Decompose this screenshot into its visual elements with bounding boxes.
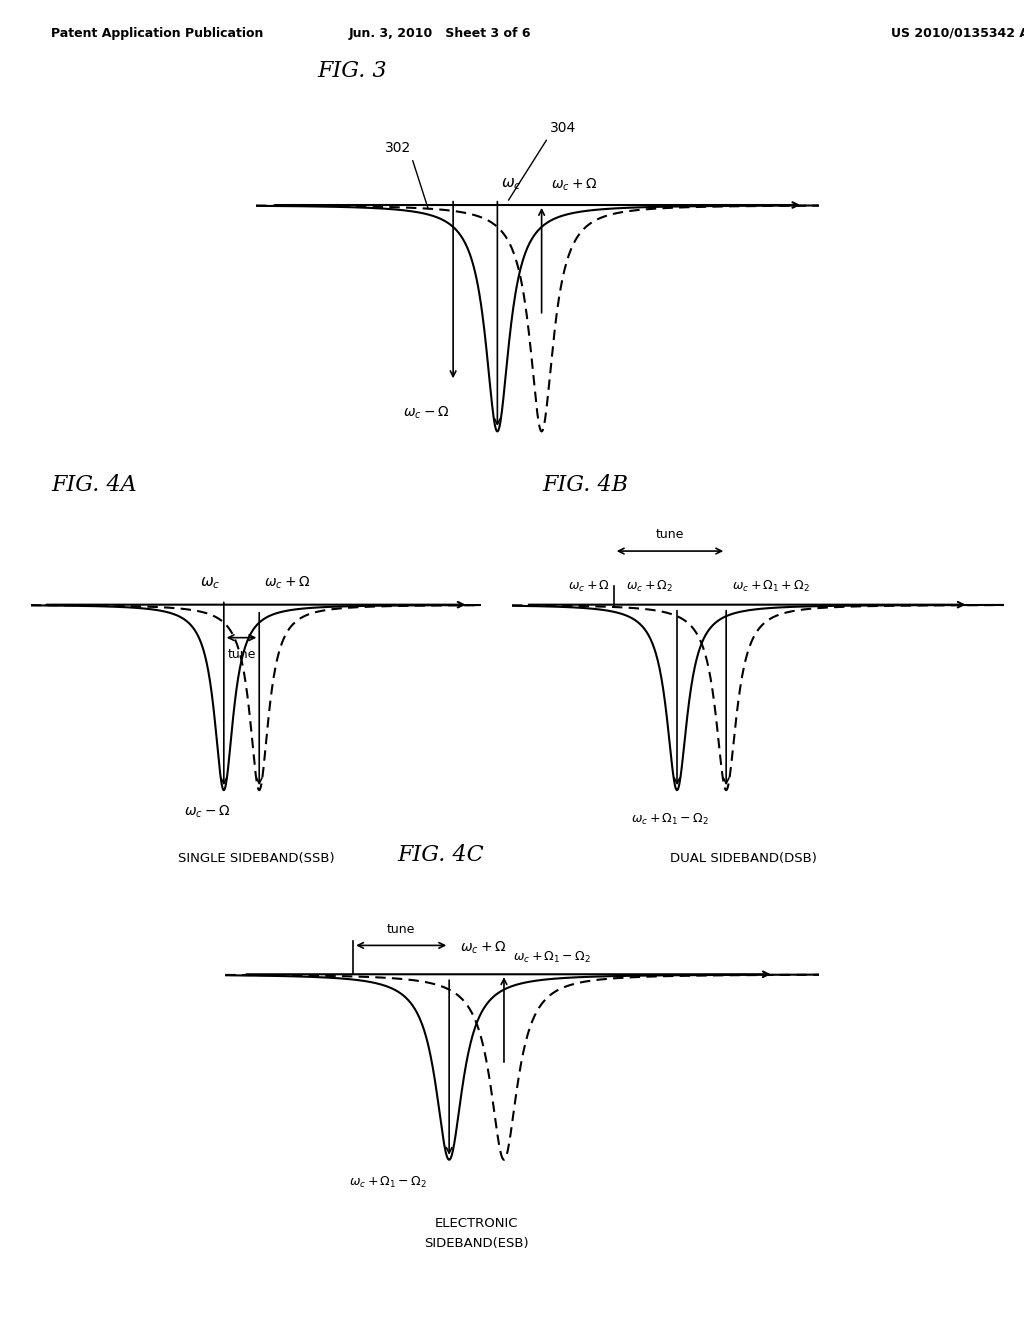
Text: $\omega_c+\Omega_1-\Omega_2$: $\omega_c+\Omega_1-\Omega_2$ [631,812,709,828]
Text: tune: tune [227,648,256,661]
Text: FIG. 4B: FIG. 4B [543,474,629,496]
Text: 304: 304 [509,121,575,201]
Text: $\omega_c+\Omega_2$: $\omega_c+\Omega_2$ [627,579,674,594]
Text: $\omega_c+\Omega$: $\omega_c+\Omega$ [551,177,598,193]
Text: $\omega_c+\Omega_1+\Omega_2$: $\omega_c+\Omega_1+\Omega_2$ [732,579,810,594]
Text: DUAL SIDEBAND(DSB): DUAL SIDEBAND(DSB) [671,853,817,866]
Text: Jun. 3, 2010   Sheet 3 of 6: Jun. 3, 2010 Sheet 3 of 6 [349,26,531,40]
Text: ELECTRONIC: ELECTRONIC [435,1217,518,1230]
Text: FIG. 3: FIG. 3 [317,59,387,82]
Text: FIG. 4A: FIG. 4A [51,474,137,496]
Text: $\omega_c-\Omega$: $\omega_c-\Omega$ [184,804,231,820]
Text: US 2010/0135342 A1: US 2010/0135342 A1 [891,26,1024,40]
Text: $\omega_c+\Omega$: $\omega_c+\Omega$ [568,579,610,594]
Text: 302: 302 [385,141,428,209]
Text: tune: tune [655,528,684,541]
Text: Patent Application Publication: Patent Application Publication [51,26,263,40]
Text: SINGLE SIDEBAND(SSB): SINGLE SIDEBAND(SSB) [178,853,334,866]
Text: $\omega_c+\Omega$: $\omega_c+\Omega$ [264,574,310,590]
Text: $\omega_c+\Omega$: $\omega_c+\Omega$ [460,940,507,956]
Text: $\omega_c$: $\omega_c$ [200,576,220,591]
Text: $\omega_c-\Omega$: $\omega_c-\Omega$ [402,404,450,421]
Text: $\omega_c+\Omega_1-\Omega_2$: $\omega_c+\Omega_1-\Omega_2$ [513,950,591,965]
Text: $\omega_c$: $\omega_c$ [501,177,521,193]
Text: $\omega_c+\Omega_1-\Omega_2$: $\omega_c+\Omega_1-\Omega_2$ [348,1175,427,1189]
Text: tune: tune [387,923,416,936]
Text: FIG. 4C: FIG. 4C [397,843,483,866]
Text: SIDEBAND(ESB): SIDEBAND(ESB) [424,1237,528,1250]
